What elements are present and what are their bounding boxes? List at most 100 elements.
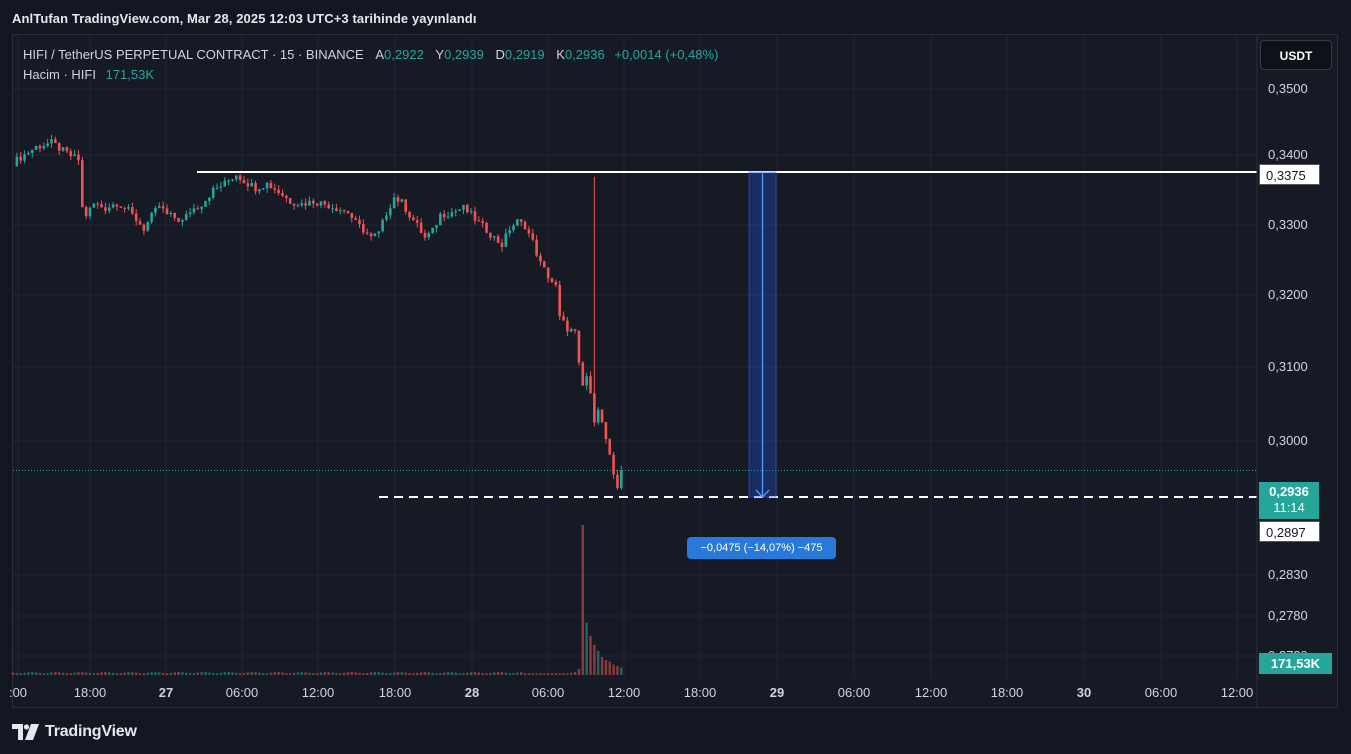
x-axis-label: 18:00: [379, 685, 412, 700]
candle-body: [392, 197, 396, 209]
volume-bar: [335, 673, 338, 675]
volume-bar: [593, 645, 596, 675]
candle-body: [81, 160, 84, 207]
volume-bar: [443, 672, 446, 675]
volume-bar: [289, 673, 292, 675]
x-axis-label: 29: [770, 685, 784, 700]
volume-bar: [546, 673, 550, 675]
footer: [0, 710, 1351, 754]
volume-label[interactable]: Hacim · HIFI: [23, 67, 96, 82]
currency-button[interactable]: USDT: [1260, 40, 1332, 70]
candle-body: [585, 376, 588, 386]
candle-body: [184, 213, 188, 221]
candle-body: [285, 195, 288, 199]
volume-bar: [508, 673, 511, 675]
volume-bar: [573, 672, 577, 675]
candle-body: [38, 145, 42, 149]
volume-bar: [227, 672, 230, 675]
candle-body: [161, 206, 165, 209]
chart-frame: [12, 34, 1338, 708]
top-bar: AnlTufan TradingView.com, Mar 28, 2025 1…: [0, 0, 1351, 34]
volume-bar: [373, 672, 377, 675]
candle-body: [554, 281, 558, 285]
candle-body: [277, 189, 280, 194]
volume-bar: [585, 622, 588, 675]
open-value: 0,2922: [384, 47, 424, 62]
candle-body: [258, 189, 261, 192]
candle-body: [288, 198, 292, 204]
volume-bar: [81, 672, 84, 675]
high-value: 0,2939: [444, 47, 484, 62]
volume-bar: [215, 673, 219, 675]
support-price-tag: 0,2897: [1259, 521, 1320, 542]
volume-bar: [600, 657, 604, 675]
chart-legend: HIFI / TetherUS PERPETUAL CONTRACT · 15 …: [23, 45, 718, 85]
volume-bar: [535, 673, 538, 675]
drawings[interactable]: [13, 171, 1257, 499]
volume-bar: [354, 672, 357, 675]
candle-body: [500, 242, 504, 247]
measure-label[interactable]: −0,0475 (−14,07%) −475: [687, 537, 836, 559]
change-value: +0,0014 (+0,48%): [614, 47, 719, 62]
volume-bar: [204, 672, 207, 675]
volume-bar: [254, 672, 257, 675]
volume-bar: [323, 672, 327, 675]
candle-body: [261, 188, 265, 190]
volume-bar: [458, 673, 461, 675]
candle-body: [362, 224, 365, 233]
volume-bar: [331, 672, 334, 675]
volume-bar: [115, 673, 119, 675]
volume-bar: [589, 636, 592, 675]
candle-body: [539, 255, 542, 262]
volume-tag: 171,53K: [1259, 653, 1332, 674]
volume-bar: [269, 672, 273, 675]
x-axis-label: 12:00: [915, 685, 948, 700]
y-axis-label: 0,2780: [1268, 608, 1308, 623]
volume-bar: [419, 672, 423, 675]
x-axis-label: 06:00: [1145, 685, 1178, 700]
volume-bar: [281, 672, 284, 675]
volume-bar: [469, 672, 473, 675]
candle-body: [523, 221, 527, 230]
volume-bar: [558, 673, 561, 675]
candle-body: [327, 204, 330, 209]
candle-body: [600, 409, 604, 423]
volume-bar: [377, 672, 380, 675]
candle-body: [616, 474, 619, 489]
resistance-price-tag: 0,3375: [1259, 164, 1320, 185]
publish-info: AnlTufan TradingView.com, Mar 28, 2025 1…: [12, 11, 477, 26]
candle-body: [73, 154, 76, 157]
candle-body: [50, 139, 53, 144]
volume-bar: [69, 673, 72, 675]
volume-bar: [54, 672, 57, 675]
volume-bar: [58, 672, 61, 675]
candle-body: [173, 212, 176, 218]
volume-bar: [165, 673, 169, 675]
volume-bar: [131, 672, 134, 675]
candle-body: [535, 239, 538, 256]
candle-body: [150, 212, 153, 222]
tradingview-logo[interactable]: TradingView: [12, 722, 137, 742]
volume-bar: [454, 672, 457, 675]
volume-bar: [435, 673, 438, 675]
candle-body: [373, 233, 377, 237]
volume-bar: [88, 673, 92, 675]
volume-bar: [604, 660, 608, 675]
volume-bar: [500, 672, 504, 675]
candle-body: [231, 179, 234, 181]
candle-body: [281, 193, 284, 196]
candle-body: [512, 225, 515, 231]
x-axis-label: 27: [159, 685, 173, 700]
volume-bar: [65, 673, 69, 675]
volume-bar: [350, 672, 353, 675]
candle-body: [519, 219, 523, 222]
candle-body: [442, 213, 446, 218]
volume-bar: [61, 672, 65, 675]
volume-bar: [169, 672, 173, 675]
candle-body: [489, 232, 492, 238]
candle-body: [569, 329, 573, 332]
volume-bar: [154, 672, 157, 675]
candle-body: [508, 230, 511, 234]
symbol-name[interactable]: HIFI / TetherUS PERPETUAL CONTRACT · 15 …: [23, 47, 364, 62]
